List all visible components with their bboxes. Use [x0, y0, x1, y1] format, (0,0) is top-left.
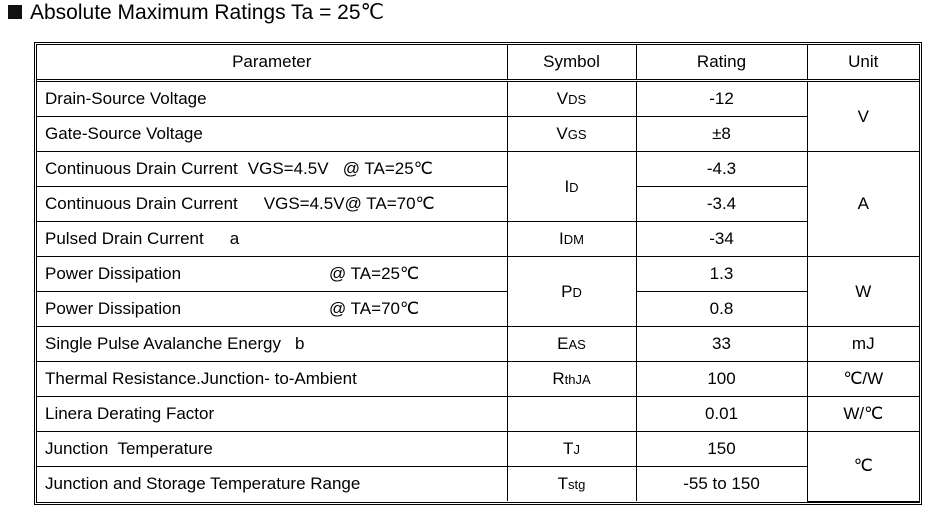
symbol: VGS	[506, 116, 637, 152]
rating: ±8	[635, 116, 807, 152]
parameter: Power Dissipation	[45, 299, 182, 318]
symbol-sub: DS	[568, 92, 587, 107]
symbol-sub: GS	[567, 127, 587, 142]
row: Power Dissipation @ TA=70℃ 0.8	[37, 291, 919, 327]
rating: 1.3	[635, 256, 808, 292]
symbol-sub: AS	[568, 337, 586, 352]
parameter: Junction and Storage Temperature Range	[37, 466, 508, 501]
bullet	[8, 5, 22, 19]
symbol: ID	[506, 151, 637, 222]
symbol-base: R	[552, 369, 565, 388]
rating: -12	[635, 80, 808, 117]
parameter-cell: Power Dissipation @ TA=25℃	[37, 256, 508, 292]
rating: -34	[635, 221, 807, 257]
row: Pulsed Drain Current a IDM -34	[37, 221, 919, 257]
parameter-cell: Pulsed Drain Current a	[37, 221, 508, 257]
symbol: EAS	[506, 326, 637, 362]
row: Single Pulse Avalanche Energy b EAS 33 mJ	[37, 326, 919, 362]
parameter: Linera Derating Factor	[37, 396, 508, 432]
symbol-base: V	[556, 124, 568, 143]
row: Junction and Storage Temperature Range T…	[37, 466, 919, 501]
unit: A	[806, 151, 919, 257]
unit: W	[806, 256, 919, 327]
symbol-sub: D	[572, 284, 582, 300]
rating: 0.01	[635, 396, 808, 432]
header-cell: Unit	[806, 45, 919, 82]
symbol-sub: J	[573, 442, 580, 457]
condition: VGS=4.5V@ TA=70℃	[263, 194, 435, 213]
symbol-sub: DM	[563, 232, 584, 247]
symbol-base: T	[557, 474, 569, 493]
symbol: VDS	[506, 80, 637, 117]
parameter-cell: Continuous Drain Current VGS=4.5V@ TA=70℃	[37, 186, 508, 222]
row: Drain-Source Voltage VDS -12 V	[37, 80, 919, 152]
symbol-base: I	[559, 229, 564, 248]
rating: -55 to 150	[635, 466, 807, 501]
parameter-cell: Continuous Drain Current VGS=4.5V @ TA=25…	[37, 151, 508, 187]
rating: -3.4	[635, 186, 807, 222]
rating: 100	[635, 361, 808, 397]
symbol: PD	[506, 256, 637, 327]
condition: VGS=4.5V @ TA=25℃	[247, 159, 433, 178]
parameter: Junction Temperature	[37, 431, 508, 467]
symbol-base: I	[564, 176, 570, 196]
note: b	[294, 334, 305, 353]
parameter: Pulsed Drain Current	[45, 229, 204, 248]
symbol-base: T	[563, 439, 574, 458]
row: Continuous Drain Current VGS=4.5V@ TA=70℃…	[37, 186, 919, 222]
condition: @ TA=70℃	[329, 299, 420, 318]
row: Junction Temperature TJ 150 ℃	[37, 431, 919, 502]
rating: 33	[635, 326, 808, 362]
unit: mJ	[806, 326, 919, 362]
rating: 150	[635, 431, 808, 467]
header-cell: Parameter	[37, 45, 508, 82]
parameter: Single Pulse Avalanche Energy	[45, 334, 281, 353]
symbol	[506, 396, 637, 432]
row: Continuous Drain Current VGS=4.5V @ TA=25…	[37, 151, 919, 257]
unit: V	[806, 80, 919, 152]
parameter: Thermal Resistance.Junction- to-Ambient	[37, 361, 508, 397]
title-text: Absolute Maximum Ratings Ta = 25℃	[30, 1, 385, 24]
symbol-sub: D	[569, 179, 579, 195]
row: Power Dissipation @ TA=25℃ PD 1.3 W	[37, 256, 919, 327]
parameter: Continuous Drain Current	[45, 194, 238, 213]
table-frame: Parameter Symbol Rating Unit Drain-Sourc…	[34, 42, 922, 505]
row: Gate-Source Voltage VGS ±8	[37, 116, 919, 152]
unit: ℃	[806, 431, 919, 502]
header-row: Parameter Symbol Rating Unit	[37, 45, 919, 82]
symbol-sub: stg	[568, 477, 586, 492]
ratings-table: Parameter Symbol Rating Unit Drain-Sourc…	[37, 45, 919, 502]
note: a	[229, 229, 240, 248]
row: Linera Derating Factor 0.01 W/℃	[37, 396, 919, 432]
unit: ℃/W	[806, 361, 919, 397]
symbol-base: V	[556, 89, 569, 108]
symbol-sub: thJA	[564, 372, 591, 387]
header-cell: Symbol	[506, 45, 637, 82]
parameter: Power Dissipation	[45, 264, 182, 283]
symbol: RthJA	[506, 361, 637, 397]
symbol: TJ	[506, 431, 637, 467]
title: Absolute Maximum Ratings Ta = 25℃	[8, 0, 384, 26]
parameter: Continuous Drain Current	[45, 159, 238, 178]
header-cell: Rating	[635, 45, 808, 82]
symbol: IDM	[506, 221, 637, 257]
symbol: Tstg	[506, 466, 637, 501]
condition: @ TA=25℃	[329, 264, 420, 283]
parameter: Gate-Source Voltage	[37, 116, 508, 152]
parameter: Drain-Source Voltage	[37, 80, 508, 117]
row: Thermal Resistance.Junction- to-Ambient …	[37, 361, 919, 397]
symbol-base: E	[557, 334, 569, 353]
parameter-cell: Single Pulse Avalanche Energy b	[37, 326, 508, 362]
symbol-base: P	[561, 281, 573, 301]
parameter-cell: Power Dissipation @ TA=70℃	[37, 291, 508, 327]
rating: 0.8	[635, 291, 807, 327]
rating: -4.3	[635, 151, 808, 187]
unit: W/℃	[806, 396, 919, 432]
